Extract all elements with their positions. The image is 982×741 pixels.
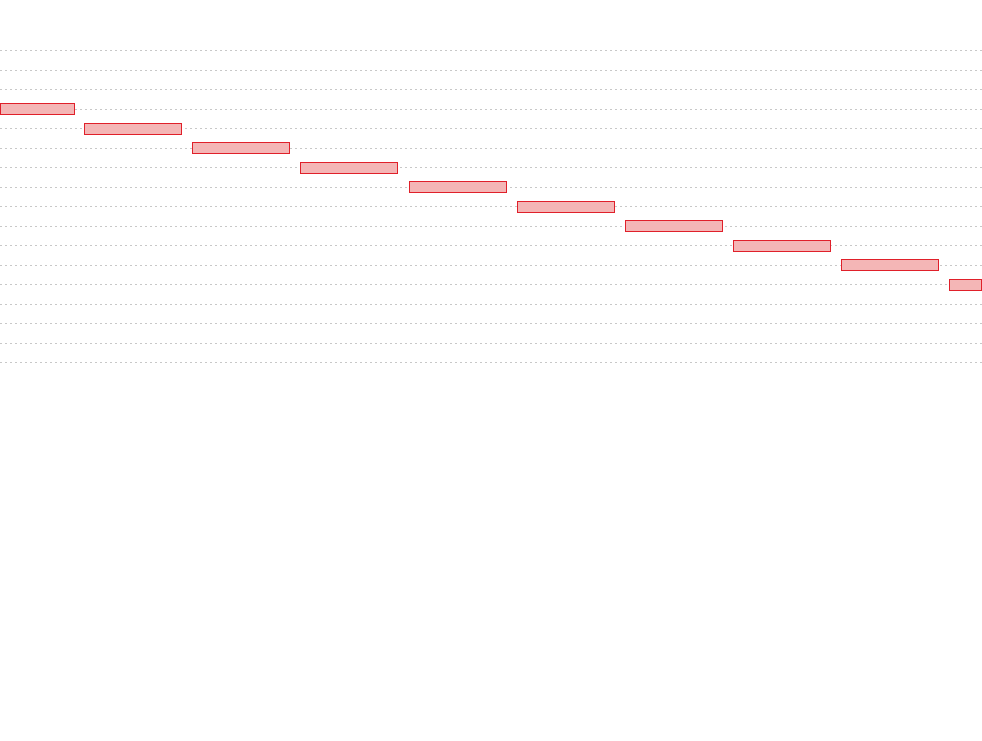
- task-bar-3[interactable]: [192, 142, 290, 154]
- task-bar-10[interactable]: [949, 279, 982, 291]
- task-bar-2[interactable]: [84, 123, 182, 135]
- task-bar-8[interactable]: [733, 240, 831, 252]
- task-bars: [0, 103, 982, 291]
- task-bar-6[interactable]: [517, 201, 615, 213]
- grid-lines: [0, 50, 982, 363]
- task-bar-4[interactable]: [300, 162, 398, 174]
- task-bar-5[interactable]: [409, 181, 507, 193]
- task-bar-1[interactable]: [0, 103, 75, 115]
- task-bar-7[interactable]: [625, 220, 723, 232]
- task-bar-9[interactable]: [841, 259, 939, 271]
